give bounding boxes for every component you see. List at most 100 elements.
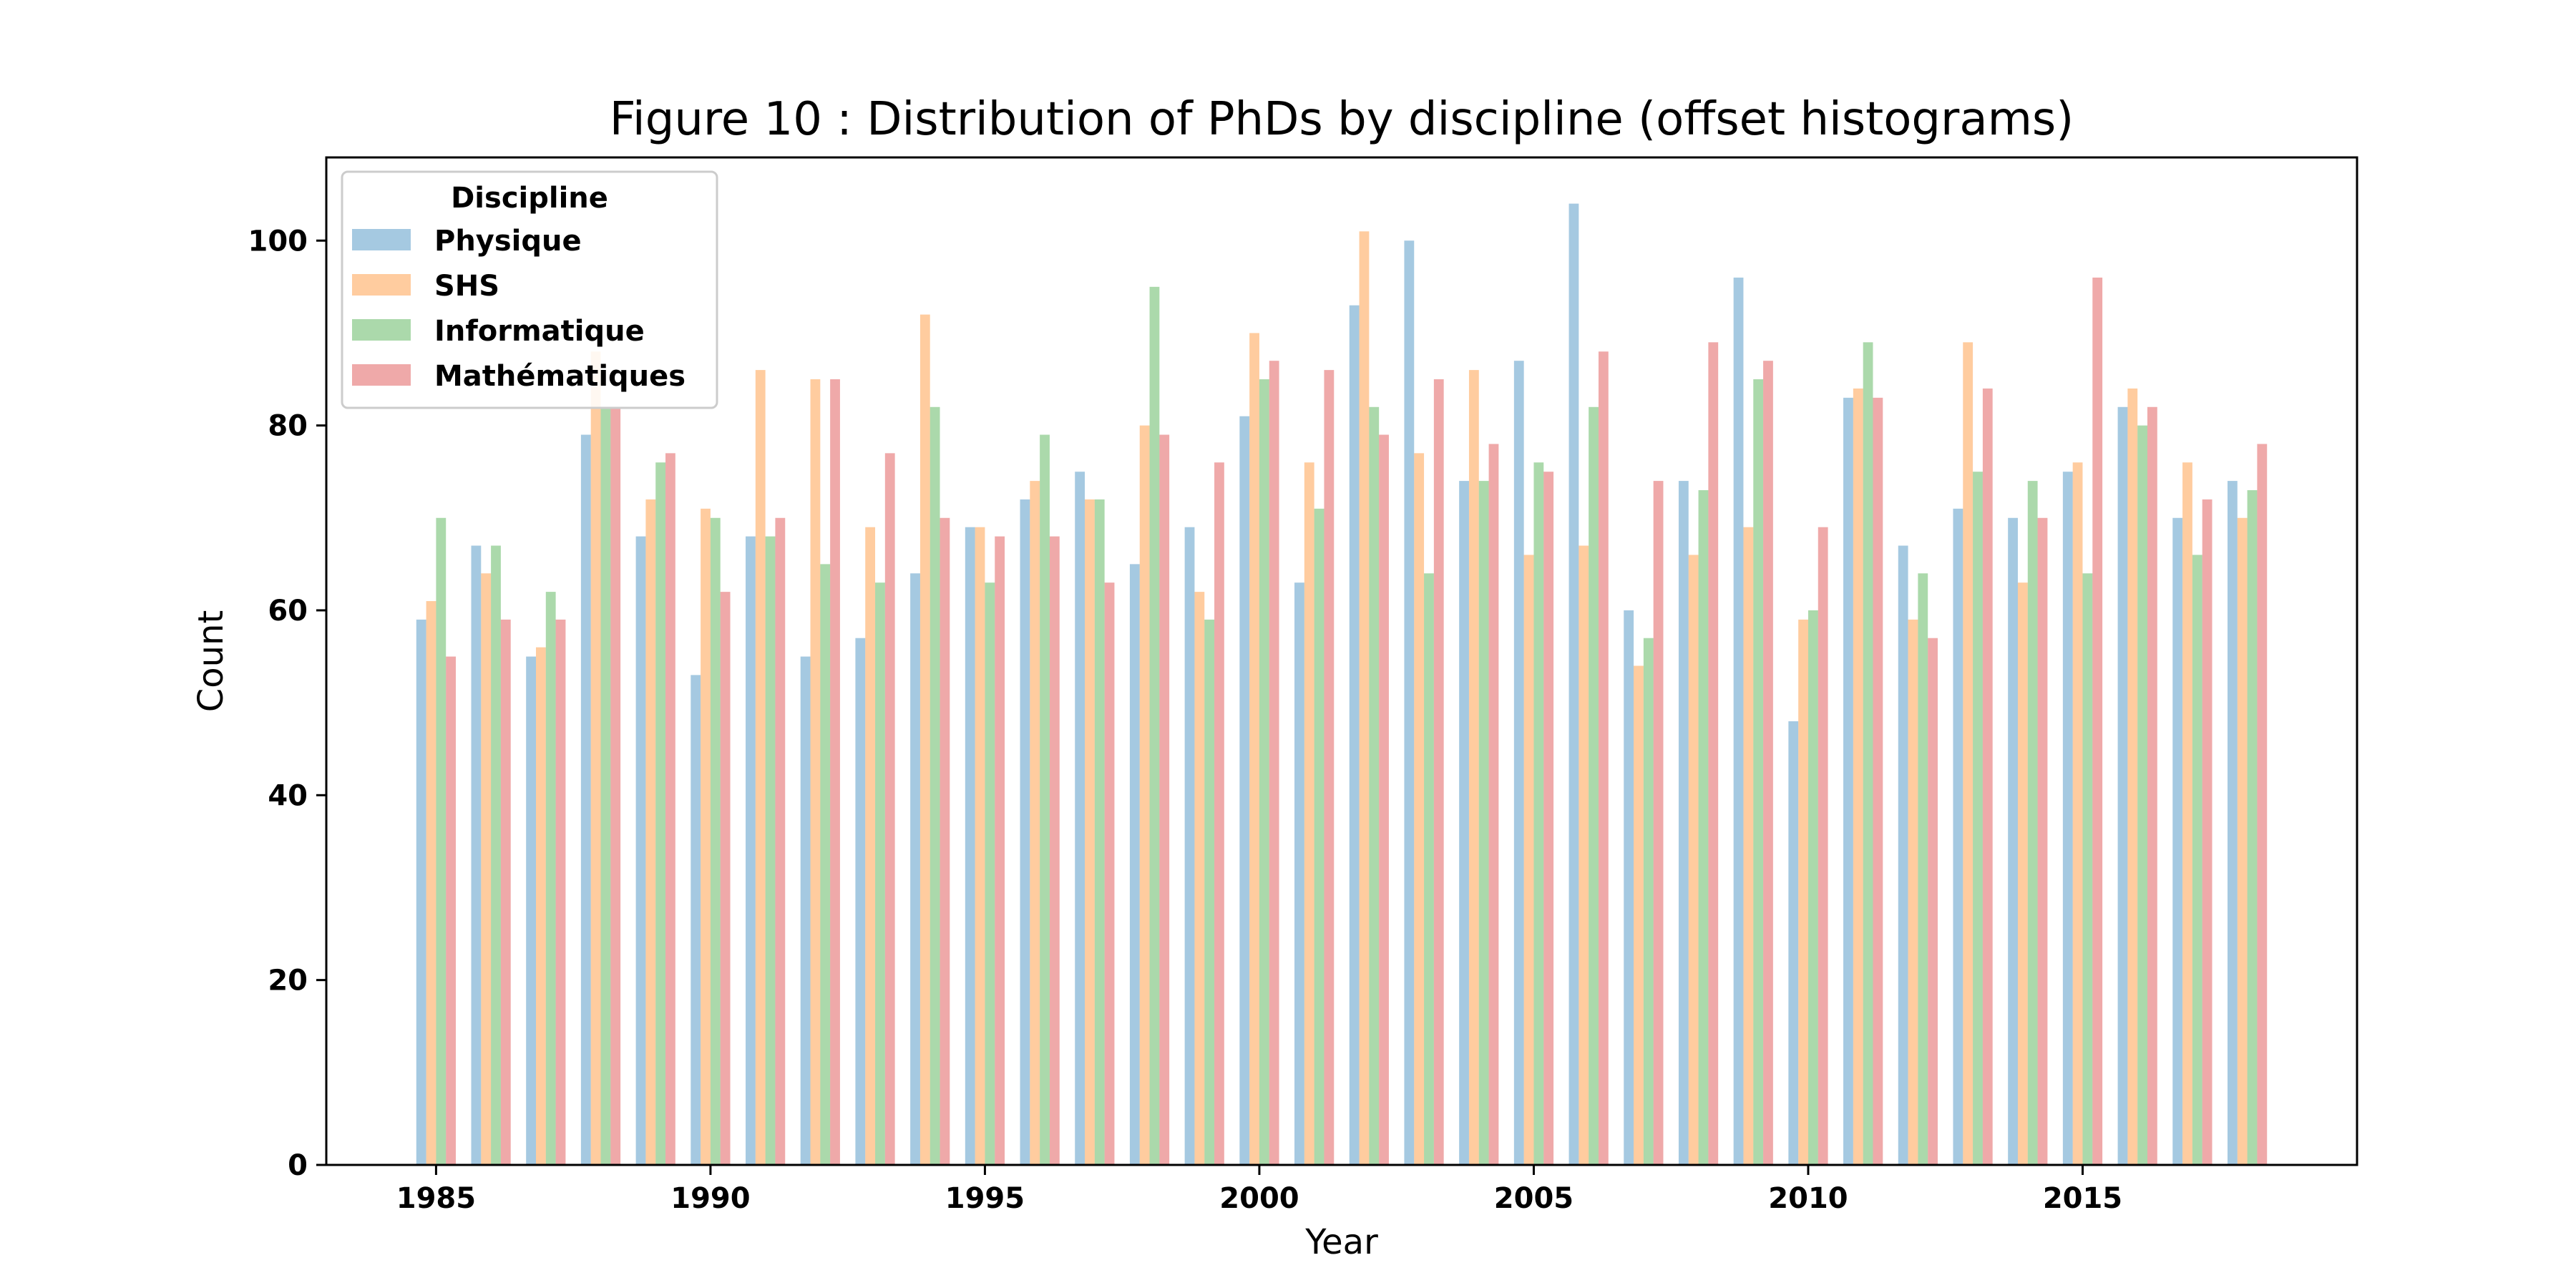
bar-shs-2009: [1743, 527, 1754, 1165]
bar-shs-2003: [1414, 453, 1425, 1165]
bar-mathematiques-2011: [1873, 397, 1883, 1165]
bar-physique-1989: [635, 536, 646, 1165]
bar-physique-1992: [800, 656, 811, 1165]
bar-shs-1985: [426, 601, 436, 1165]
bar-informatique-1992: [820, 564, 831, 1165]
bar-mathematiques-1997: [1104, 582, 1115, 1165]
bar-shs-2015: [2072, 462, 2083, 1165]
bar-physique-1991: [746, 536, 756, 1165]
x-tick-label-2005: 2005: [1494, 1182, 1574, 1215]
bar-shs-2002: [1359, 231, 1370, 1165]
bar-physique-2006: [1568, 203, 1579, 1165]
y-tick-label-60: 60: [268, 595, 308, 628]
legend-label-informatique: Informatique: [434, 315, 645, 348]
bar-informatique-2008: [1698, 490, 1709, 1165]
bar-physique-2009: [1733, 277, 1744, 1165]
bar-physique-1994: [910, 573, 920, 1165]
bar-shs-2010: [1798, 619, 1808, 1165]
bar-shs-2013: [1963, 342, 1974, 1165]
y-tick-label-40: 40: [268, 779, 308, 812]
bar-shs-2012: [1908, 619, 1918, 1165]
bar-informatique-1993: [875, 582, 885, 1165]
bar-physique-2004: [1459, 481, 1469, 1165]
x-axis-label: Year: [1304, 1222, 1378, 1262]
bar-mathematiques-1993: [884, 453, 895, 1165]
bar-mathematiques-2012: [1928, 638, 1938, 1165]
legend-frame: [341, 170, 718, 409]
legend-swatch-mathematiques: [352, 364, 411, 386]
bar-shs-1993: [865, 527, 876, 1165]
legend: Discipline Physique SHS Informatique Mathém…: [341, 170, 718, 409]
bar-physique-1996: [1020, 499, 1030, 1165]
bar-informatique-1988: [600, 406, 611, 1165]
bar-shs-1986: [481, 573, 492, 1165]
bar-informatique-2002: [1369, 406, 1380, 1165]
x-tick-label-2000: 2000: [1219, 1182, 1299, 1215]
bar-informatique-2004: [1478, 481, 1489, 1165]
bar-mathematiques-2010: [1818, 527, 1828, 1165]
bar-shs-2016: [2127, 388, 2138, 1165]
bar-physique-1986: [471, 545, 482, 1165]
bar-physique-2012: [1898, 545, 1908, 1165]
bar-mathematiques-2000: [1269, 361, 1279, 1165]
chart-title: Figure 10 : Distribution of PhDs by disc…: [610, 93, 2074, 146]
bar-shs-2017: [2182, 462, 2192, 1165]
bar-physique-2005: [1513, 361, 1524, 1165]
bar-informatique-2003: [1424, 573, 1434, 1165]
bar-shs-1992: [810, 379, 821, 1166]
bar-shs-2000: [1249, 333, 1259, 1166]
legend-label-physique: Physique: [434, 225, 582, 258]
bar-shs-1990: [701, 508, 711, 1165]
bars-group: [416, 203, 2268, 1166]
bar-informatique-2018: [2247, 490, 2258, 1165]
x-tick-label-2010: 2010: [1768, 1182, 1848, 1215]
y-axis-ticks: 0 20 40 60 80 100: [248, 225, 326, 1182]
bar-shs-2004: [1468, 370, 1479, 1166]
bar-mathematiques-2005: [1543, 472, 1554, 1165]
bar-physique-2002: [1349, 305, 1360, 1165]
bar-mathematiques-2007: [1653, 481, 1664, 1165]
bar-physique-2001: [1294, 582, 1304, 1165]
bar-mathematiques-2009: [1763, 361, 1773, 1165]
bar-shs-1996: [1030, 481, 1040, 1165]
y-tick-label-0: 0: [288, 1149, 308, 1182]
bar-physique-1993: [855, 638, 866, 1165]
y-tick-label-100: 100: [248, 225, 308, 258]
bar-informatique-2014: [2027, 481, 2038, 1165]
legend-label-mathematiques: Mathématiques: [434, 360, 686, 393]
bar-informatique-2013: [1973, 472, 1983, 1165]
x-tick-label-1990: 1990: [670, 1182, 750, 1215]
bar-physique-1985: [416, 619, 426, 1165]
bar-shs-2007: [1634, 665, 1644, 1165]
bar-mathematiques-1987: [555, 619, 566, 1165]
bar-physique-2013: [1953, 508, 1963, 1165]
bar-informatique-1998: [1149, 286, 1160, 1166]
bar-informatique-1997: [1094, 499, 1105, 1165]
bar-informatique-2001: [1314, 508, 1324, 1165]
bar-informatique-2017: [2192, 555, 2202, 1165]
bar-mathematiques-1999: [1214, 462, 1224, 1165]
bar-informatique-1991: [765, 536, 776, 1165]
bar-physique-2017: [2172, 517, 2183, 1165]
bar-physique-1998: [1129, 564, 1140, 1165]
bar-physique-2011: [1843, 397, 1853, 1165]
bar-informatique-2007: [1643, 638, 1654, 1165]
bar-shs-2005: [1523, 555, 1534, 1165]
bar-shs-1994: [919, 314, 930, 1166]
bar-informatique-2006: [1589, 406, 1599, 1165]
y-tick-label-20: 20: [268, 965, 308, 997]
bar-informatique-2009: [1753, 379, 1764, 1166]
legend-title: Discipline: [451, 182, 608, 215]
bar-mathematiques-1998: [1159, 434, 1170, 1165]
bar-mathematiques-2006: [1598, 351, 1609, 1165]
bar-mathematiques-2008: [1708, 342, 1719, 1165]
bar-physique-2007: [1624, 610, 1634, 1165]
bar-informatique-1985: [436, 517, 447, 1165]
bar-shs-2018: [2237, 517, 2248, 1165]
x-tick-label-1985: 1985: [396, 1182, 476, 1215]
bar-informatique-2016: [2137, 425, 2147, 1166]
bar-mathematiques-1988: [610, 406, 621, 1165]
bar-physique-2000: [1239, 416, 1250, 1166]
bar-shs-2014: [2017, 582, 2028, 1165]
